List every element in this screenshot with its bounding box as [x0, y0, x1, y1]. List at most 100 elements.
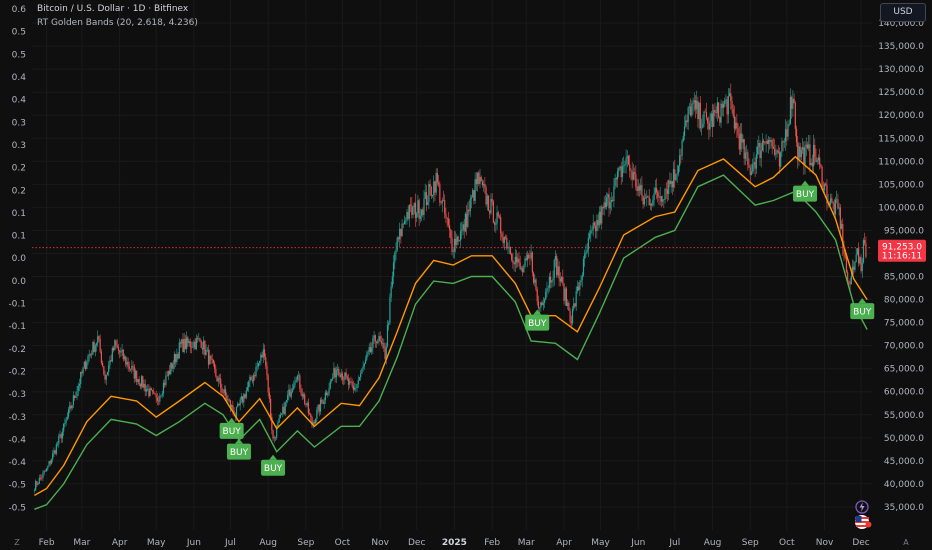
candle-body — [153, 391, 155, 394]
candle-body — [305, 403, 307, 406]
candle-body — [777, 150, 779, 153]
candle-body — [220, 378, 222, 388]
candle-body — [733, 115, 736, 129]
candle-body — [186, 337, 188, 350]
candle-body — [100, 351, 102, 363]
candle-body — [81, 371, 83, 374]
candle-body — [461, 229, 463, 232]
candle-body — [781, 141, 783, 152]
candle-body — [394, 252, 396, 263]
x-axis-tick-label: Mar — [73, 538, 90, 548]
candle-body — [450, 229, 452, 238]
candle-body — [699, 102, 701, 129]
candle-body — [285, 400, 288, 402]
candle-body — [451, 237, 453, 252]
candle-body — [235, 406, 238, 417]
left-axis-tick-label: -0.4 — [8, 458, 26, 468]
candle-body — [327, 393, 329, 396]
right-axis-tick-label: 120,000.0 — [878, 111, 924, 121]
candle-body — [606, 197, 608, 208]
candle-body — [802, 147, 804, 151]
candle-body — [193, 341, 195, 348]
buy-signal-label: BUY — [230, 448, 249, 458]
candle-body — [643, 197, 645, 205]
buy-signal-arrow — [234, 438, 243, 444]
left-axis-tick-label: 0.2 — [12, 186, 26, 196]
buy-signal: BUY — [525, 309, 550, 331]
candle-body — [131, 365, 133, 370]
symbol-title[interactable]: Bitcoin / U.S. Dollar · 1D · Bitfinex — [37, 4, 189, 14]
candle-body — [339, 375, 341, 377]
candle-body — [333, 368, 335, 378]
candle-body — [442, 200, 445, 201]
candle-body — [159, 395, 161, 402]
right-axis-tick-label: 105,000.0 — [878, 180, 924, 190]
us-flag-icon[interactable] — [854, 514, 872, 530]
candle-body — [714, 109, 716, 112]
candle-body — [686, 120, 688, 123]
x-axis-tick-label: Feb — [39, 538, 55, 548]
candle-body — [431, 194, 434, 196]
x-axis-tick-label: Mar — [518, 538, 535, 548]
candle-body — [815, 156, 817, 162]
left-axis-tick-label: 0.3 — [12, 141, 26, 151]
candle-body — [173, 353, 176, 364]
candle-body — [651, 203, 653, 206]
candle-body — [491, 198, 493, 202]
candle-body — [154, 393, 156, 395]
candle-body — [640, 185, 642, 191]
timezone-button[interactable]: Z — [14, 538, 20, 547]
candle-body — [243, 394, 245, 403]
candle-body — [196, 338, 199, 339]
candle-body — [837, 199, 839, 209]
x-axis-tick-label: Jul — [224, 538, 236, 548]
candle-body — [282, 406, 284, 414]
candle-body — [116, 345, 118, 348]
candle-body — [644, 197, 647, 199]
x-axis-tick-label: 2025 — [442, 538, 467, 548]
lightning-icon[interactable] — [855, 500, 869, 514]
candle-body — [132, 365, 134, 367]
auto-scale-button[interactable]: A — [903, 538, 909, 547]
candle-body — [739, 133, 742, 150]
candle-body — [125, 356, 127, 365]
candle-body — [279, 414, 281, 418]
candle-body — [668, 180, 670, 195]
currency-button[interactable]: USD — [880, 3, 926, 22]
candle-body — [849, 282, 851, 285]
candle-body — [311, 417, 313, 426]
candle-body — [391, 276, 393, 287]
candle-body — [293, 385, 295, 390]
candle-body — [212, 359, 214, 364]
candle-body — [783, 141, 785, 143]
candle-body — [481, 181, 484, 186]
x-axis-tick-label: Jun — [630, 538, 645, 548]
candle-body — [389, 297, 391, 324]
indicator-legend[interactable]: RT Golden Bands (20, 2.618, 4.236) — [37, 18, 198, 28]
candle-body — [576, 286, 578, 292]
buy-signal: BUY — [850, 298, 875, 320]
candle-body — [136, 370, 138, 382]
left-axis-tick-label: -0.1 — [8, 322, 26, 332]
candle-body — [753, 162, 755, 165]
left-axis-tick-label: -0.2 — [8, 345, 26, 355]
candle-body — [591, 229, 593, 232]
candle-body — [222, 392, 224, 394]
candle-body — [766, 141, 768, 144]
candle-body — [613, 186, 615, 201]
candle-body — [127, 361, 129, 367]
candle-body — [139, 383, 141, 387]
candle-body — [80, 371, 82, 384]
buy-signal: BUY — [261, 454, 286, 476]
candle-body — [445, 213, 447, 218]
candle-body — [217, 377, 219, 382]
candle-body — [862, 240, 865, 263]
candle-body — [423, 198, 425, 216]
buy-signal: BUY — [793, 180, 818, 202]
candle-body — [476, 172, 479, 184]
candle-body — [271, 416, 273, 431]
candle-body — [709, 120, 711, 130]
candle-body — [789, 96, 792, 125]
candle-body — [49, 461, 51, 464]
